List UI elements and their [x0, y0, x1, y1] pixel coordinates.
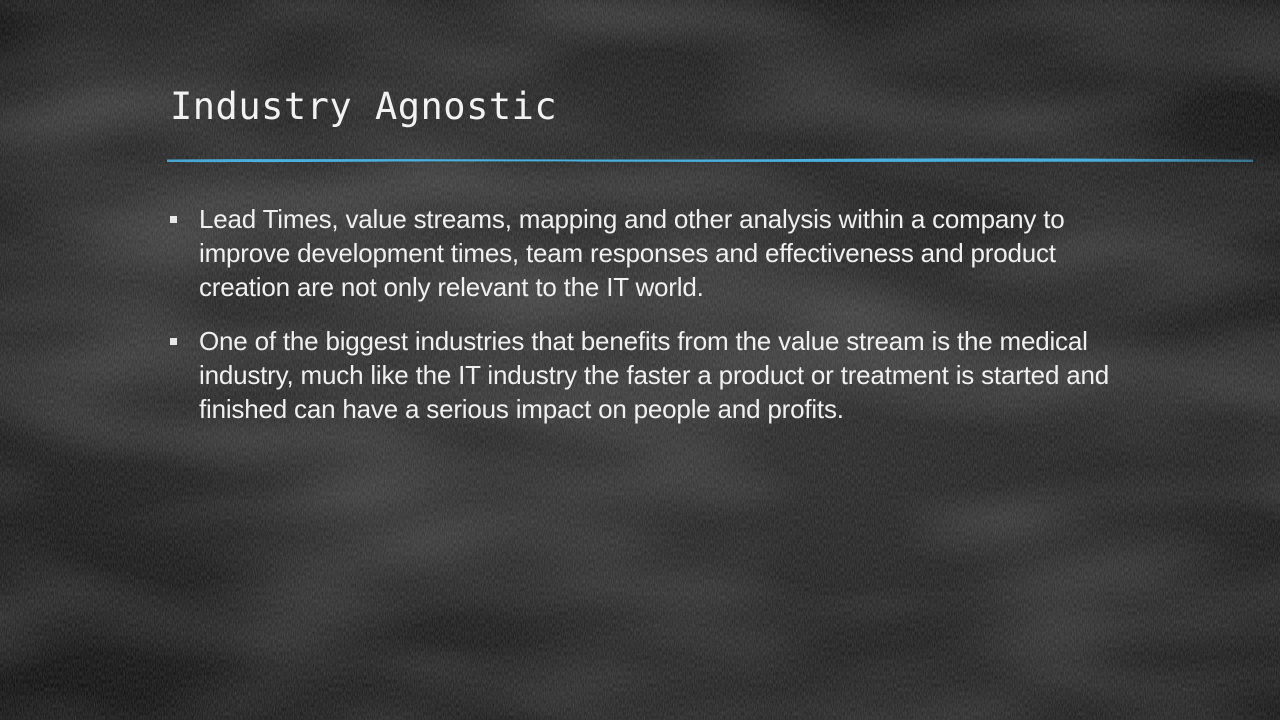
- bullet-item: Lead Times, value streams, mapping and o…: [170, 202, 1120, 304]
- bullet-item: One of the biggest industries that benef…: [170, 324, 1120, 426]
- slide-title: Industry Agnostic: [170, 85, 558, 128]
- bullet-list: Lead Times, value streams, mapping and o…: [170, 202, 1120, 446]
- square-bullet-icon: [170, 338, 177, 345]
- bullet-text: Lead Times, value streams, mapping and o…: [199, 204, 1065, 302]
- title-underline: [167, 158, 1253, 163]
- square-bullet-icon: [170, 216, 177, 223]
- bullet-text: One of the biggest industries that benef…: [199, 326, 1110, 424]
